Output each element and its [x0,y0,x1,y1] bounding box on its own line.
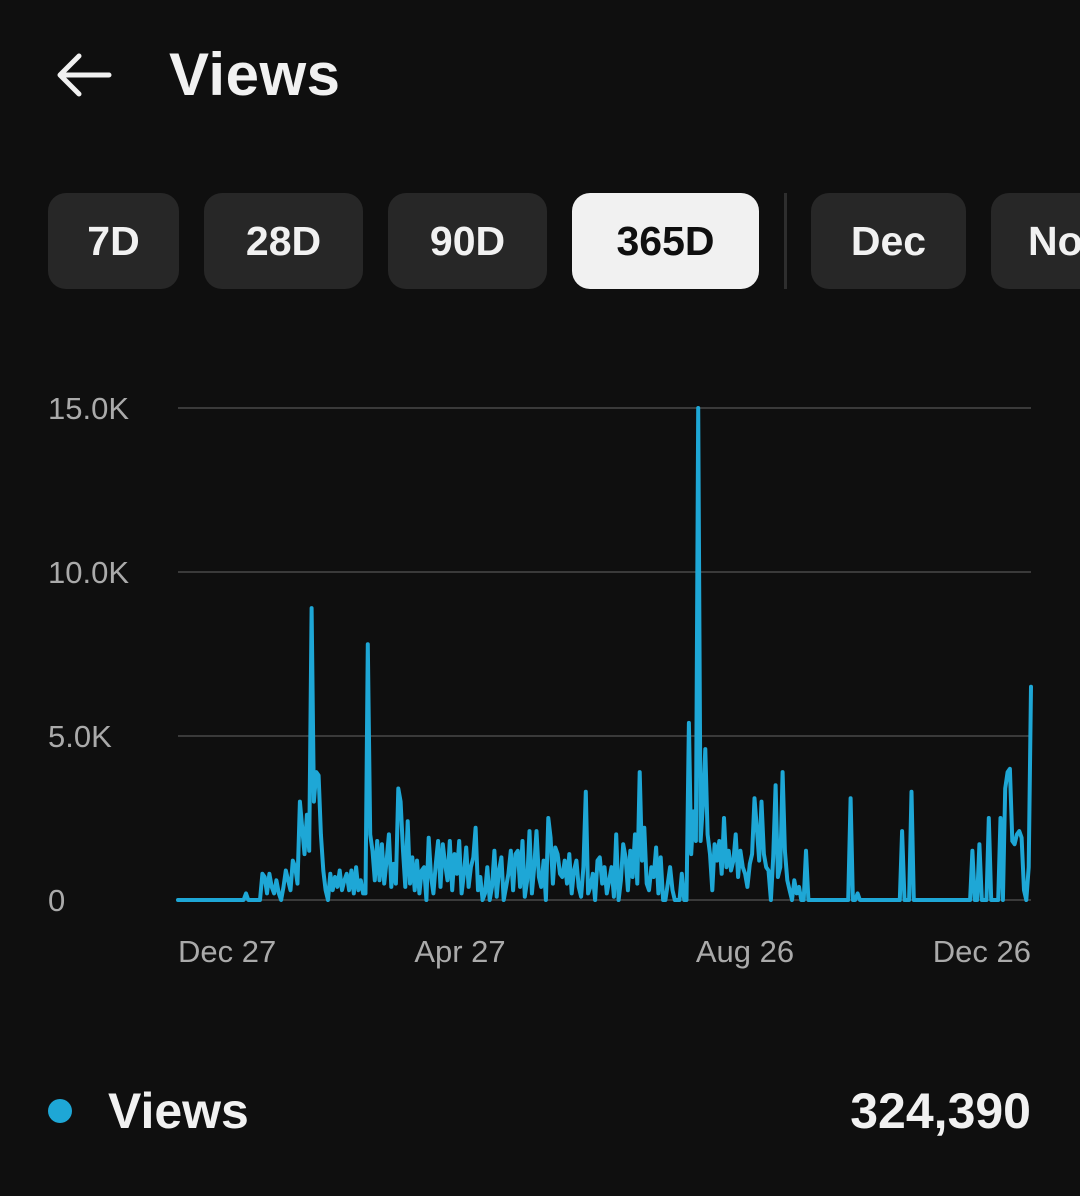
chip-dec[interactable]: Dec [811,193,966,289]
x-tick-label: Aug 26 [696,934,794,969]
header: Views [0,0,1080,150]
y-tick-label: 0 [48,883,65,918]
legend-label: Views [108,1082,249,1140]
views-chart: 0 5.0K 10.0K 15.0K Dec 27 Apr 27 Aug 26 Dec 26 [0,380,1080,980]
legend-dot [48,1099,72,1123]
chips-divider [784,193,787,289]
back-button[interactable] [50,45,116,105]
y-tick-label: 15.0K [48,391,129,426]
legend: Views 324,390 [0,1070,1080,1160]
chip-90d[interactable]: 90D [388,193,547,289]
y-tick-label: 5.0K [48,719,112,754]
x-tick-label: Dec 27 [178,934,276,969]
series-line-views [178,408,1031,900]
date-range-chips: 7D 28D 90D 365D Dec Nov [0,193,1080,289]
x-tick-label: Apr 27 [414,934,505,969]
arrow-left-icon [53,51,113,99]
chip-nov[interactable]: Nov [991,193,1080,289]
y-tick-label: 10.0K [48,555,129,590]
chart-svg: 0 5.0K 10.0K 15.0K Dec 27 Apr 27 Aug 26 Dec 26 [0,380,1080,980]
chip-7d[interactable]: 7D [48,193,179,289]
x-tick-label: Dec 26 [933,934,1031,969]
page-title: Views [169,40,341,109]
chip-28d[interactable]: 28D [204,193,363,289]
chip-365d[interactable]: 365D [572,193,759,289]
legend-total-value: 324,390 [850,1082,1031,1140]
